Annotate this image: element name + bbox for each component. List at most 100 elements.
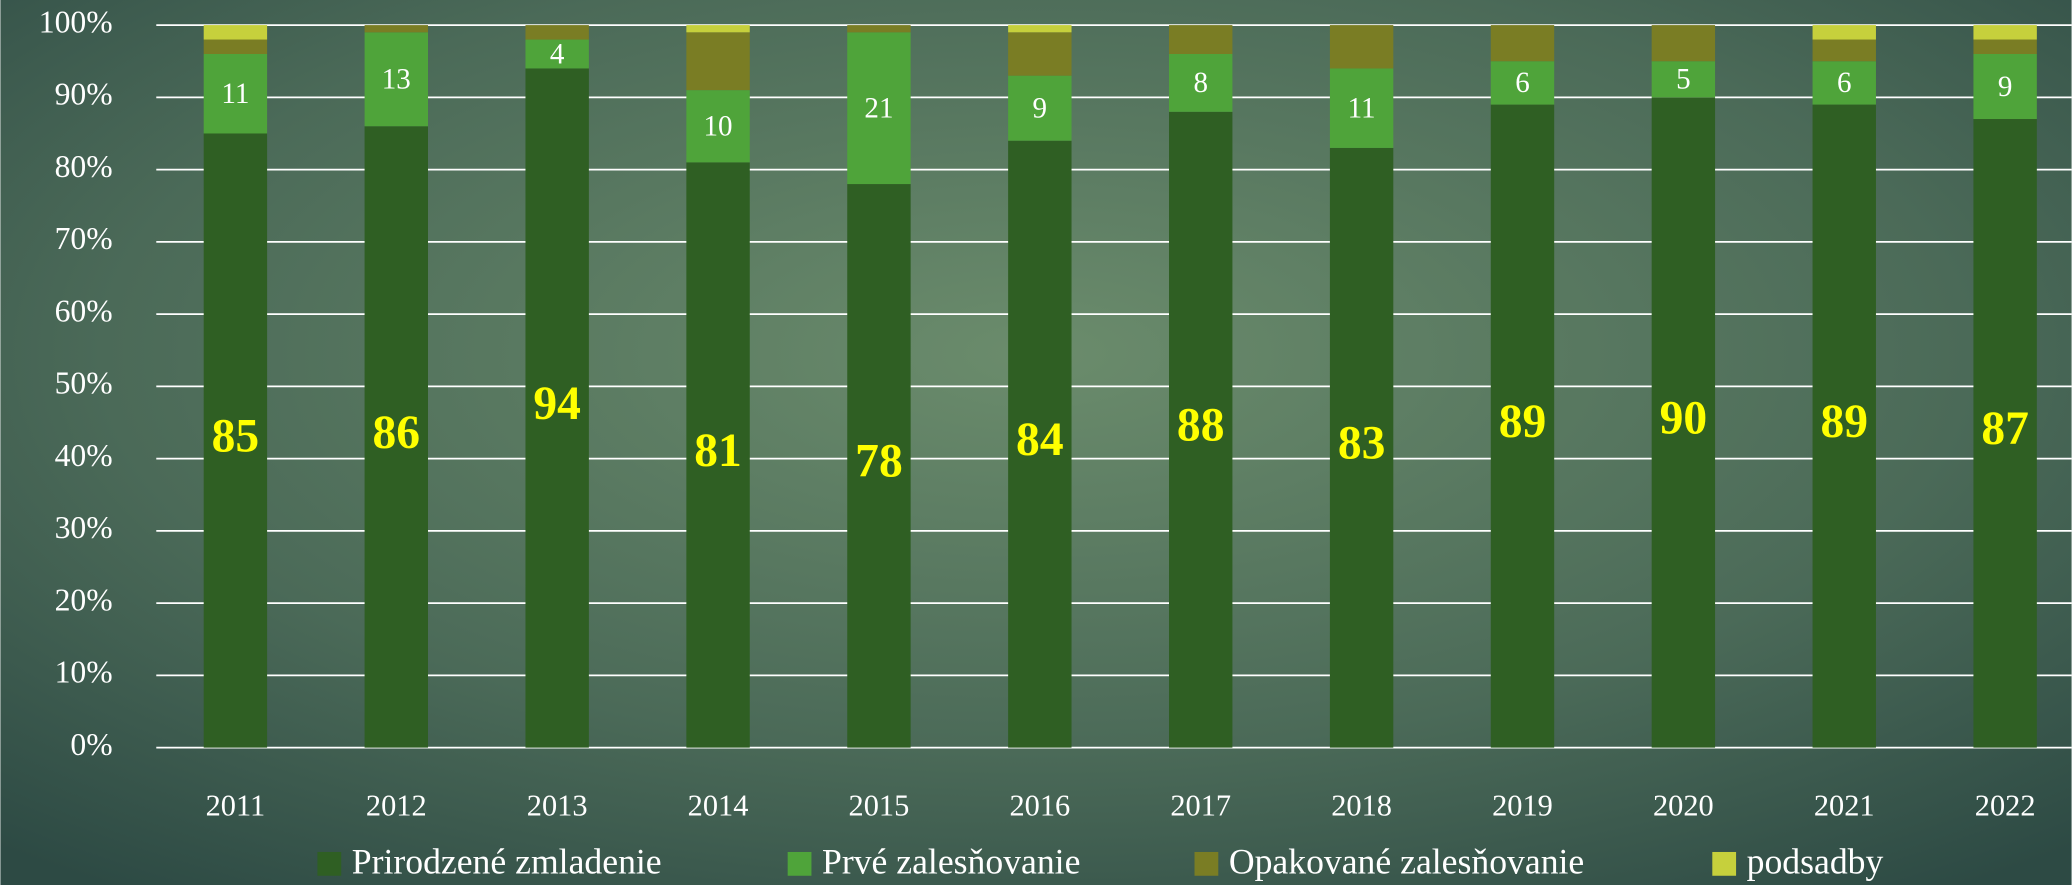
data-label: 10 bbox=[704, 111, 733, 143]
y-tick-label: 0% bbox=[70, 727, 112, 762]
bar-segment bbox=[1169, 25, 1233, 54]
bar-segment bbox=[203, 25, 268, 40]
data-label: 89 bbox=[1499, 396, 1547, 448]
bar-segment bbox=[203, 133, 268, 748]
bar-segment bbox=[686, 32, 750, 91]
bar-segment bbox=[1812, 39, 1876, 62]
bar-segment bbox=[1169, 111, 1233, 748]
x-tick-label: 2017 bbox=[1170, 788, 1231, 822]
x-tick-label: 2011 bbox=[206, 788, 266, 822]
bar-segment bbox=[364, 32, 428, 127]
bar-segment bbox=[1008, 140, 1072, 748]
x-tick-label: 2021 bbox=[1814, 788, 1875, 822]
bar-segment bbox=[1329, 68, 1394, 148]
x-tick-label: 2014 bbox=[688, 788, 749, 822]
data-label: 5 bbox=[1676, 64, 1691, 96]
data-label: 11 bbox=[221, 78, 249, 110]
bar-segment bbox=[686, 25, 750, 33]
bar-segment bbox=[525, 68, 589, 748]
y-tick-label: 30% bbox=[55, 510, 113, 545]
bar-segment bbox=[364, 126, 428, 748]
legend-swatch bbox=[787, 851, 812, 876]
legend-label: Prirodzené zmladenie bbox=[352, 841, 662, 881]
x-tick-label: 2019 bbox=[1492, 788, 1553, 822]
bar-segment bbox=[1169, 53, 1233, 112]
data-label: 6 bbox=[1515, 67, 1530, 99]
data-label: 90 bbox=[1660, 392, 1708, 444]
legend: Prirodzené zmladenie Prvé zalesňovanie Opa… bbox=[317, 841, 1883, 881]
y-tick-label: 90% bbox=[55, 77, 113, 112]
bar-segment bbox=[203, 53, 268, 134]
legend-swatch bbox=[1194, 851, 1219, 876]
data-label: 6 bbox=[1837, 67, 1852, 99]
y-tick-label: 70% bbox=[55, 221, 113, 256]
legend-label: Prvé zalesňovanie bbox=[822, 841, 1080, 881]
bar-segment bbox=[1651, 25, 1716, 62]
x-tick-label: 2018 bbox=[1331, 788, 1392, 822]
data-label: 86 bbox=[373, 407, 421, 459]
bar-segment bbox=[1973, 39, 2037, 54]
y-tick-label: 10% bbox=[55, 655, 113, 690]
bar-segment bbox=[203, 39, 268, 54]
data-label: 9 bbox=[1998, 71, 2013, 103]
bar-segment bbox=[1008, 75, 1072, 141]
data-label: 83 bbox=[1338, 418, 1386, 470]
bar-segment bbox=[1812, 104, 1876, 748]
data-label: 78 bbox=[855, 436, 903, 488]
bar-segment bbox=[525, 39, 589, 69]
legend-label: podsadby bbox=[1747, 841, 1884, 881]
data-label: 94 bbox=[533, 378, 581, 430]
bar-segment bbox=[686, 90, 750, 163]
bar-segment bbox=[1329, 25, 1394, 69]
y-tick-label: 40% bbox=[55, 438, 113, 473]
bar-segment bbox=[1973, 119, 2037, 748]
legend-swatch bbox=[317, 851, 342, 876]
x-tick-label: 2016 bbox=[1009, 788, 1070, 822]
data-label: 89 bbox=[1820, 396, 1868, 448]
bar-segment bbox=[1973, 25, 2037, 40]
bar-segment bbox=[847, 25, 911, 33]
bar-segment bbox=[1008, 32, 1072, 76]
data-label: 88 bbox=[1177, 400, 1225, 452]
grid bbox=[156, 24, 2072, 749]
bar-segment bbox=[686, 162, 750, 748]
labels: 0%10%20%30%40%50%60%70%80%90%100%2011851… bbox=[39, 4, 2036, 822]
x-tick-label: 2022 bbox=[1975, 788, 2036, 822]
data-label: 21 bbox=[864, 93, 893, 125]
y-tick-label: 50% bbox=[55, 366, 113, 401]
bar-segment bbox=[364, 25, 428, 33]
data-label: 8 bbox=[1193, 67, 1208, 99]
y-tick-label: 60% bbox=[55, 293, 113, 328]
bar-segment bbox=[1651, 97, 1716, 748]
bar-segment bbox=[1812, 61, 1876, 105]
data-label: 11 bbox=[1348, 93, 1376, 125]
bar-segment bbox=[1812, 25, 1876, 40]
legend-swatch bbox=[1712, 851, 1737, 876]
y-tick-label: 100% bbox=[39, 4, 113, 39]
data-label: 81 bbox=[694, 425, 742, 477]
x-tick-label: 2012 bbox=[366, 788, 427, 822]
bar-segment bbox=[1651, 61, 1716, 98]
x-tick-label: 2020 bbox=[1653, 788, 1714, 822]
bar-segment bbox=[1490, 104, 1555, 748]
data-label: 13 bbox=[382, 64, 411, 96]
bar-segment bbox=[847, 184, 911, 748]
data-label: 9 bbox=[1033, 93, 1048, 125]
bar-segment bbox=[1329, 147, 1394, 748]
x-tick-label: 2015 bbox=[849, 788, 910, 822]
bar-segment bbox=[1973, 53, 2037, 120]
bars bbox=[203, 25, 2037, 748]
bar-segment bbox=[525, 25, 589, 40]
x-tick-label: 2013 bbox=[527, 788, 588, 822]
y-tick-label: 80% bbox=[55, 149, 113, 184]
legend-label: Opakované zalesňovanie bbox=[1229, 841, 1584, 881]
data-label: 4 bbox=[550, 38, 565, 70]
data-label: 85 bbox=[212, 410, 260, 462]
y-tick-label: 20% bbox=[55, 582, 113, 617]
data-label: 87 bbox=[1981, 403, 2029, 455]
bar-segment bbox=[1490, 25, 1555, 62]
data-label: 84 bbox=[1016, 414, 1064, 466]
bar-segment bbox=[1008, 25, 1072, 33]
bar-segment bbox=[1490, 61, 1555, 105]
